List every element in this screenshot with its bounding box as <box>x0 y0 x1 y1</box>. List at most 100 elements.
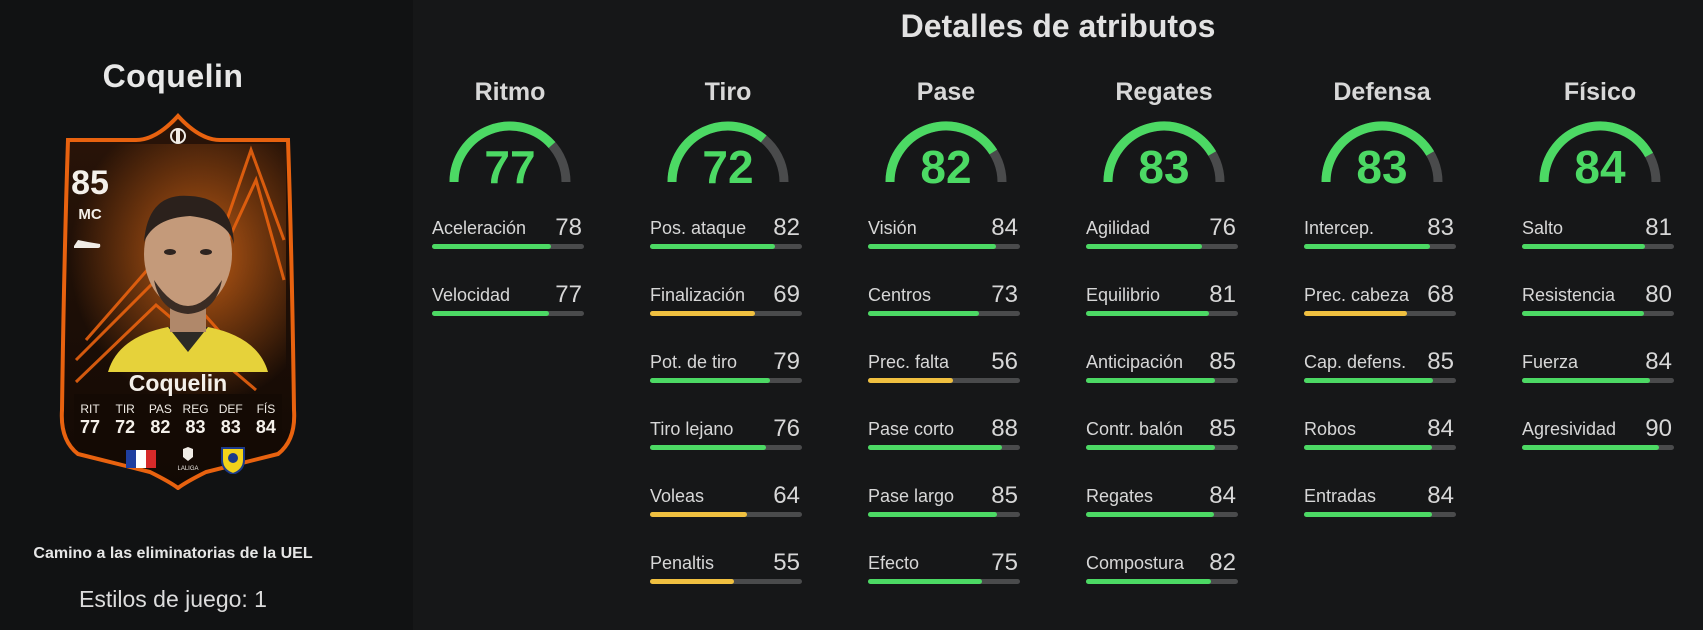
attribute-row: Efecto 75 <box>866 549 1026 620</box>
card-stat-tir: TIR 72 <box>109 402 141 438</box>
attribute-row: Centros 73 <box>866 281 1026 352</box>
card-stat-label: RIT <box>80 402 100 416</box>
category-value: 83 <box>1138 141 1190 193</box>
card-stat-value: 83 <box>220 417 241 437</box>
card-stat-def: DEF 83 <box>215 402 247 438</box>
attribute-name: Prec. cabeza <box>1304 285 1410 305</box>
laliga-icon <box>183 446 193 461</box>
attribute-name: Penaltis <box>650 553 715 573</box>
card-stat-value: 84 <box>255 417 276 437</box>
attribute-value: 56 <box>991 348 1018 375</box>
card-stat-rit: RIT 77 <box>74 402 106 438</box>
attribute-row: Cap. defens. 85 <box>1302 348 1462 419</box>
attribute-bar-fill <box>650 378 771 383</box>
card-stat-label: PAS <box>148 402 172 416</box>
league-logo: LALIGA <box>173 446 203 472</box>
attribute-bar-fill <box>868 378 954 383</box>
attribute-value: 69 <box>773 281 800 308</box>
attribute-bar-fill <box>1086 579 1211 584</box>
playstyles-count[interactable]: Estilos de juego: 1 <box>79 586 267 612</box>
player-name-heading: Coquelin <box>102 58 244 94</box>
attribute-bar <box>1086 244 1238 249</box>
attribute-value: 85 <box>1427 348 1454 375</box>
attribute-bar <box>650 445 802 450</box>
attribute-value: 82 <box>1209 549 1236 576</box>
attribute-value: 83 <box>1427 214 1454 241</box>
attribute-bar <box>1522 311 1674 316</box>
attribute-value: 79 <box>773 348 800 375</box>
attribute-row: Compostura 82 <box>1084 549 1244 620</box>
attribute-bar-fill <box>868 445 1002 450</box>
attribute-value: 76 <box>773 415 800 442</box>
attribute-row: Finalización 69 <box>648 281 808 352</box>
gauge-fill <box>1103 121 1217 183</box>
category-name: Pase <box>916 78 976 106</box>
gauge-fill <box>1321 121 1435 183</box>
club-crest-icon <box>221 447 245 474</box>
category-name: Ritmo <box>474 78 546 106</box>
category-name: Regates <box>1115 78 1213 106</box>
card-player-name: Coquelin <box>128 370 228 396</box>
attribute-value: 68 <box>1427 281 1454 308</box>
attribute-bar <box>868 579 1020 584</box>
attribute-bar-fill <box>1304 378 1434 383</box>
gauge-fill <box>667 121 767 183</box>
attribute-bar <box>868 311 1020 316</box>
attribute-bar-fill <box>1522 445 1659 450</box>
attribute-value: 84 <box>1427 415 1454 442</box>
card-stat-reg: REG 83 <box>180 402 212 438</box>
attribute-row: Intercep. 83 <box>1302 214 1462 285</box>
attribute-bar-fill <box>1304 244 1431 249</box>
attribute-name: Prec. falta <box>868 352 950 372</box>
attribute-bar-fill <box>650 579 734 584</box>
card-stat-value: 77 <box>79 417 101 437</box>
attribute-row: Pase largo 85 <box>866 482 1026 553</box>
card-rating: 85 <box>71 164 109 202</box>
attribute-row: Robos 84 <box>1302 415 1462 486</box>
card-stats: RIT 77 TIR 72 PAS 82 REG 83 DEF 83 FÍS 84 <box>74 402 282 438</box>
attribute-row: Pos. ataque 82 <box>648 214 808 285</box>
category-gauge: 72 <box>648 116 808 196</box>
category-value: 84 <box>1574 141 1626 193</box>
attribute-row: Prec. cabeza 68 <box>1302 281 1462 352</box>
card-stat-pas: PAS 82 <box>144 402 176 438</box>
attribute-value: 84 <box>1209 482 1236 509</box>
attribute-value: 84 <box>991 214 1018 241</box>
attribute-value: 84 <box>1427 482 1454 509</box>
attribute-name: Contr. balón <box>1086 419 1184 439</box>
attribute-bar <box>1304 512 1456 517</box>
attribute-value: 85 <box>991 482 1018 509</box>
attribute-bar-fill <box>650 244 775 249</box>
attribute-value: 64 <box>773 482 800 509</box>
page-title: Detalles de atributos <box>900 8 1216 44</box>
attribute-value: 76 <box>1209 214 1236 241</box>
attribute-value: 81 <box>1209 281 1236 308</box>
category-pase: Pase 82 Visión 84 Centros 73 Prec. falta 56 Pase… <box>866 78 1026 620</box>
attribute-name: Resistencia <box>1522 285 1616 305</box>
attribute-value: 55 <box>773 549 800 576</box>
attribute-bar <box>1522 445 1674 450</box>
attribute-name: Pos. ataque <box>650 218 747 238</box>
attribute-value: 77 <box>555 281 582 308</box>
card-stat-fís: FÍS 84 <box>250 402 282 438</box>
attribute-name: Cap. defens. <box>1304 352 1407 372</box>
attribute-value: 88 <box>991 415 1018 442</box>
attribute-row: Resistencia 80 <box>1520 281 1680 352</box>
promo-label: Camino a las eliminatorias de la UEL <box>33 545 313 562</box>
attribute-bar <box>1304 378 1456 383</box>
attribute-row: Agilidad 76 <box>1084 214 1244 285</box>
league-logo-text: LALIGA <box>177 465 199 472</box>
attribute-row: Salto 81 <box>1520 214 1680 285</box>
attribute-bar-fill <box>1086 244 1202 249</box>
attribute-value: 73 <box>991 281 1018 308</box>
card-stat-label: REG <box>182 402 209 416</box>
attribute-bar-fill <box>868 579 982 584</box>
category-value: 82 <box>920 141 972 193</box>
attribute-name: Velocidad <box>432 285 511 305</box>
attribute-name: Fuerza <box>1522 352 1579 372</box>
attribute-bar-fill <box>1304 445 1432 450</box>
attribute-bar <box>432 244 584 249</box>
card-stat-value: 83 <box>185 417 206 437</box>
category-name: Físico <box>1563 78 1637 106</box>
gauge-fill <box>449 121 556 183</box>
